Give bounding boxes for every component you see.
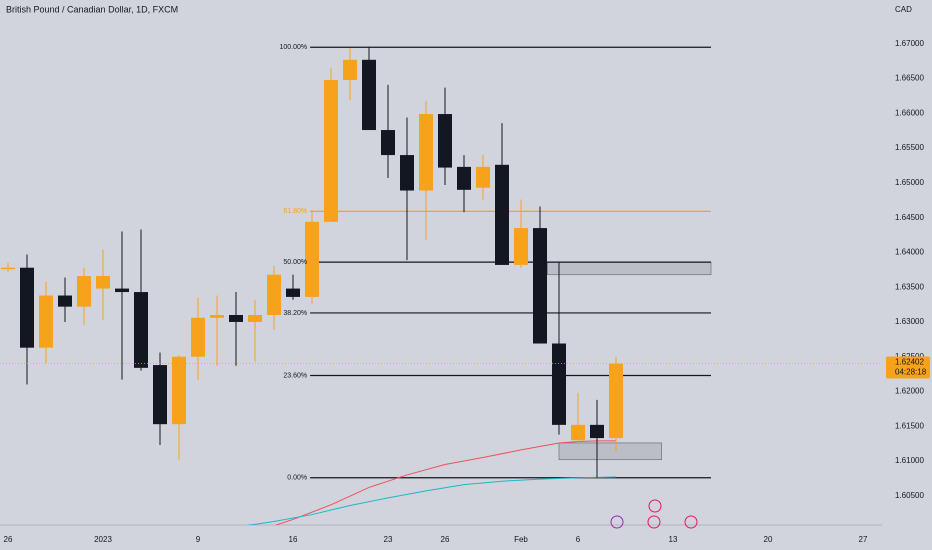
y-tick-label: 1.66000	[895, 108, 924, 117]
candle-body	[552, 343, 566, 425]
candle-body	[324, 79, 338, 222]
candle-body	[210, 315, 224, 318]
y-tick-label: 1.60500	[895, 491, 924, 500]
candle-body	[590, 424, 604, 439]
fib-label: 23.60%	[283, 372, 307, 379]
fib-label: 0.00%	[287, 475, 307, 482]
fib-label: 38.20%	[283, 310, 307, 317]
candle-body	[172, 356, 186, 425]
candle-body	[1, 267, 15, 270]
y-tick-label: 1.66500	[895, 74, 924, 83]
candle-body	[362, 59, 376, 131]
event-icon[interactable]	[648, 499, 662, 513]
last-price-label: 1.62402	[895, 358, 924, 367]
event-icons[interactable]	[610, 499, 698, 529]
candle-body	[609, 363, 623, 439]
x-tick-label: 13	[669, 535, 678, 544]
x-tick-label: 26	[4, 535, 13, 544]
candle-body	[419, 114, 433, 191]
x-tick-label: 26	[441, 535, 450, 544]
y-tick-label: 1.64500	[895, 213, 924, 222]
candle-body	[476, 166, 490, 188]
candle-body	[286, 288, 300, 297]
candle-body	[39, 295, 53, 348]
last-price-tag	[886, 356, 930, 379]
candle-body	[115, 288, 129, 293]
plot	[1, 46, 712, 525]
y-tick-label: 1.67000	[895, 39, 924, 48]
candle-body	[495, 164, 509, 265]
candle-body	[571, 424, 585, 441]
candle-body	[267, 274, 281, 315]
fib-label: 50.00%	[283, 259, 307, 266]
x-tick-label: Feb	[514, 535, 528, 544]
event-icon[interactable]	[610, 515, 624, 529]
currency-label: CAD	[895, 5, 912, 14]
candle-body	[343, 59, 357, 80]
candle-body	[153, 365, 167, 425]
y-tick-label: 1.62000	[895, 387, 924, 396]
zone	[547, 261, 712, 276]
y-tick-label: 1.63500	[895, 282, 924, 291]
fib-label: 100.00%	[279, 44, 307, 51]
y-tick-label: 1.65000	[895, 178, 924, 187]
candle-body	[248, 315, 262, 322]
fib-label: 61.80%	[283, 208, 307, 215]
y-tick-label: 1.61500	[895, 421, 924, 430]
y-tick-label: 1.63000	[895, 317, 924, 326]
candle-body	[229, 315, 243, 322]
candle-body	[77, 276, 91, 307]
candle-body	[514, 228, 528, 265]
x-tick-label: 20	[764, 535, 773, 544]
candle-body	[58, 295, 72, 307]
x-tick-label: 9	[196, 535, 201, 544]
countdown-label: 04:28:18	[895, 368, 927, 377]
event-icon[interactable]	[647, 515, 661, 529]
candle-body	[533, 228, 547, 344]
candle-body	[400, 155, 414, 191]
candle-body	[438, 114, 452, 168]
candle-body	[20, 267, 34, 348]
candle-body	[134, 292, 148, 368]
moving-average	[274, 440, 616, 525]
candle-body	[305, 221, 319, 297]
x-tick-label: 16	[289, 535, 298, 544]
candle-body	[381, 130, 395, 156]
chart-title: British Pound / Canadian Dollar, 1D, FXC…	[6, 4, 178, 14]
y-tick-label: 1.62500	[895, 352, 924, 361]
event-icon[interactable]	[684, 515, 698, 529]
candle-body	[457, 166, 471, 190]
candle-body	[96, 276, 110, 289]
moving-average	[246, 476, 617, 525]
x-tick-label: 27	[859, 535, 868, 544]
x-tick-label: 23	[384, 535, 393, 544]
y-tick-label: 1.65500	[895, 143, 924, 152]
y-tick-label: 1.61000	[895, 456, 924, 465]
x-tick-label: 6	[576, 535, 581, 544]
candle-body	[191, 317, 205, 357]
zone	[558, 442, 662, 461]
x-tick-label: 2023	[94, 535, 112, 544]
y-tick-label: 1.64000	[895, 248, 924, 257]
